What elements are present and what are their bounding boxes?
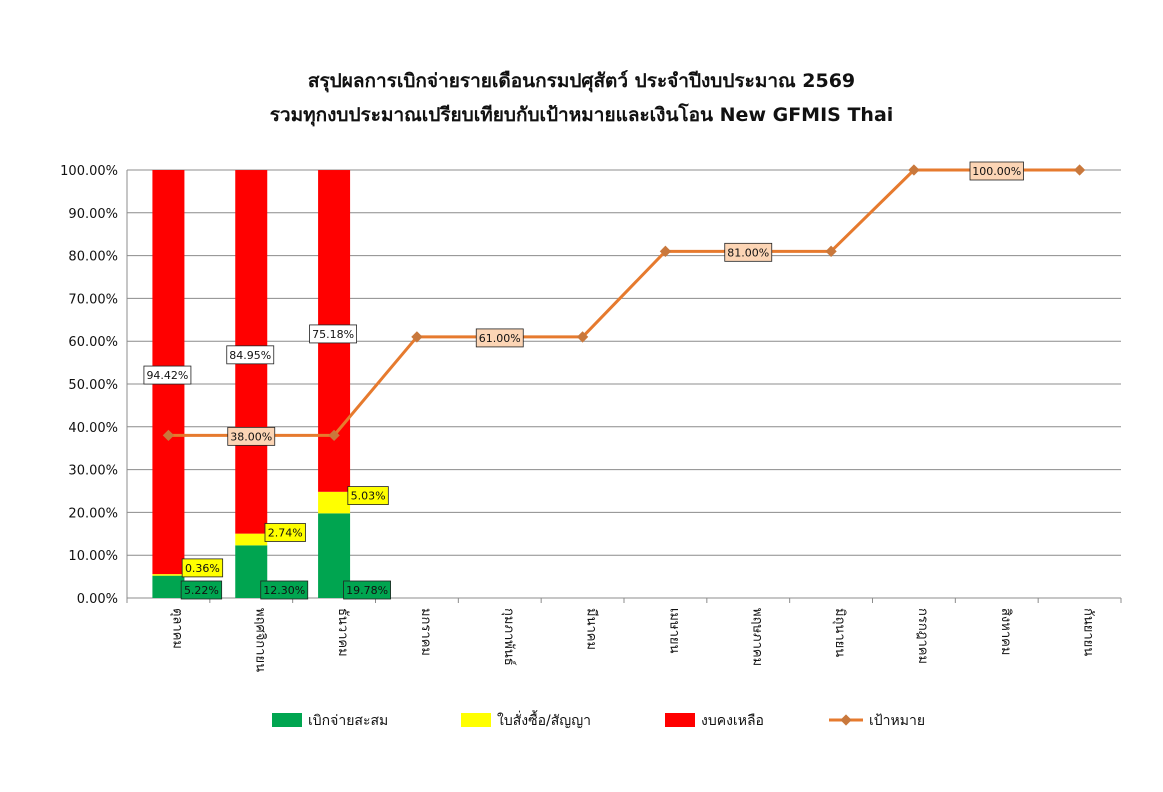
y-tick-label: 0.00%	[77, 592, 118, 607]
bar-segment	[152, 575, 185, 598]
x-tick-label: สิงหาคม	[998, 608, 1013, 655]
x-tick-label: พฤศจิกายน	[252, 608, 267, 672]
y-tick-label: 80.00%	[68, 250, 118, 265]
x-tick-label: กุมภาพันธ์	[501, 608, 517, 666]
y-tick-label: 90.00%	[68, 207, 118, 222]
x-tick-label: กันยายน	[1081, 608, 1096, 656]
bar-data-label-box	[181, 558, 224, 578]
target-marker	[162, 429, 175, 442]
bar-data-label: 5.22%	[184, 584, 219, 597]
bar-data-label-box	[347, 486, 389, 505]
bar-segment	[152, 574, 185, 576]
bar-data-label: 75.18%	[312, 328, 354, 341]
x-tick-label: ตุลาคม	[169, 608, 184, 649]
legend-label: ใบสั่งซื้อ/สัญญา	[497, 710, 591, 729]
target-data-label: 100.00%	[972, 165, 1021, 178]
target-data-label: 81.00%	[727, 246, 769, 259]
target-data-label-box	[475, 328, 524, 348]
y-tick-label: 30.00%	[68, 464, 118, 479]
legend-label: เบิกจ่ายสะสม	[308, 713, 388, 729]
y-tick-label: 100.00%	[60, 164, 118, 179]
target-data-label: 61.00%	[479, 332, 521, 345]
x-tick-label: มกราคม	[418, 608, 433, 656]
target-data-label: 38.00%	[230, 430, 272, 443]
x-tick-label: มีนาคม	[584, 608, 600, 650]
x-tick-label: มิถุนายน	[832, 608, 847, 657]
y-tick-label: 70.00%	[68, 292, 118, 307]
x-tick-label: ธันวาคม	[335, 608, 350, 657]
bar-data-label-box	[143, 365, 192, 385]
bar-segment	[318, 491, 351, 514]
bar-data-label-box	[260, 580, 309, 600]
bar-data-label: 0.36%	[185, 562, 220, 575]
target-data-label-box	[227, 426, 276, 446]
target-marker	[659, 245, 672, 257]
bar-data-label: 2.74%	[268, 526, 303, 539]
bar-data-label: 19.78%	[346, 584, 388, 597]
legend-swatch	[461, 713, 491, 727]
target-data-label-box	[969, 161, 1024, 181]
x-tick-label: กรกฎาคม	[915, 608, 930, 664]
y-tick-label: 20.00%	[68, 506, 118, 521]
bar-data-label-box	[264, 523, 306, 542]
bar-data-label: 84.95%	[229, 349, 271, 362]
y-tick-label: 60.00%	[68, 335, 118, 350]
target-marker	[1073, 164, 1086, 176]
target-marker	[908, 164, 920, 176]
target-marker	[411, 331, 423, 343]
chart-subtitle: รวมทุกงบประมาณเปรียบเทียบกับเป้าหมายและเ…	[269, 104, 894, 126]
legend-marker	[840, 714, 852, 726]
target-marker	[576, 331, 589, 343]
target-line	[168, 168, 1080, 437]
y-tick-label: 10.00%	[68, 549, 118, 564]
legend-swatch	[272, 713, 302, 727]
x-tick-label: เมษายน	[666, 608, 681, 653]
legend-label: งบคงเหลือ	[701, 713, 764, 729]
bar-data-label: 12.30%	[263, 584, 305, 597]
bar-data-label: 5.03%	[351, 490, 386, 503]
chart-title-block: สรุปผลการเบิกจ่ายรายเดือนกรมปศุสัตว์ ประ…	[0, 64, 1163, 132]
bar-data-label-box	[309, 324, 357, 344]
bar-data-label: 94.42%	[146, 369, 188, 382]
chart-title: สรุปผลการเบิกจ่ายรายเดือนกรมปศุสัตว์ ประ…	[307, 70, 856, 92]
bar-data-label-box	[180, 580, 223, 600]
bar-data-label-box	[343, 580, 391, 600]
legend-label: เป้าหมาย	[869, 713, 925, 729]
target-marker	[825, 245, 837, 257]
bar-data-label-box	[226, 345, 275, 365]
x-tick-label: พฤษภาคม	[749, 608, 764, 666]
legend-swatch	[665, 713, 695, 727]
y-tick-label: 40.00%	[68, 421, 118, 436]
target-data-label-box	[724, 242, 773, 262]
y-tick-label: 50.00%	[68, 378, 118, 393]
target-marker	[328, 429, 340, 442]
bar-segment	[235, 533, 268, 546]
